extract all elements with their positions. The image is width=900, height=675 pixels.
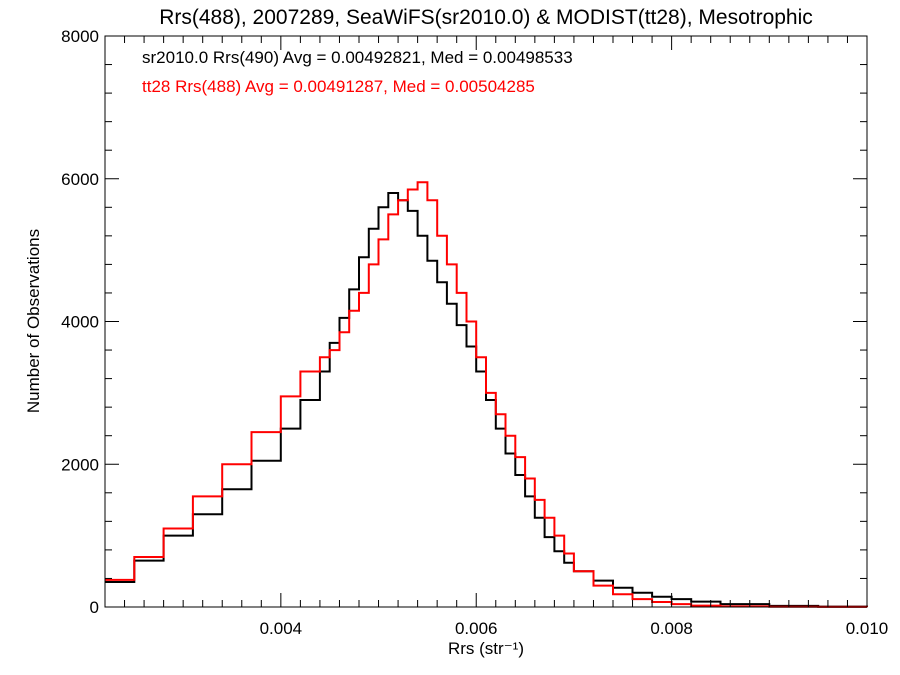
series-layer [105, 181, 868, 608]
x-tick-label: 0.008 [650, 619, 693, 638]
x-tick-label: 0.006 [455, 619, 498, 638]
chart-title: Rrs(488), 2007289, SeaWiFS(sr2010.0) & M… [159, 6, 813, 29]
x-axis-label: Rrs (str⁻¹) [448, 639, 524, 658]
annotation-red: tt28 Rrs(488) Avg = 0.00491287, Med = 0.… [142, 77, 535, 96]
y-tick-label: 6000 [61, 170, 99, 189]
y-tick-label: 0 [90, 598, 99, 617]
series-line-0 [105, 192, 868, 608]
x-tick-label: 0.010 [846, 619, 889, 638]
y-tick-label: 2000 [61, 455, 99, 474]
y-tick-label: 8000 [61, 27, 99, 46]
annotation-black: sr2010.0 Rrs(490) Avg = 0.00492821, Med … [142, 48, 573, 67]
plot-frame [104, 35, 868, 608]
y-tick-label: 4000 [61, 313, 99, 332]
ticks-layer: 0 2000 4000 6000 8000 0.004 0.006 0.008 0.010 [61, 27, 888, 638]
y-axis-label: Number of Observations [24, 229, 43, 413]
series-line-1 [105, 181, 868, 608]
x-tick-label: 0.004 [260, 619, 303, 638]
